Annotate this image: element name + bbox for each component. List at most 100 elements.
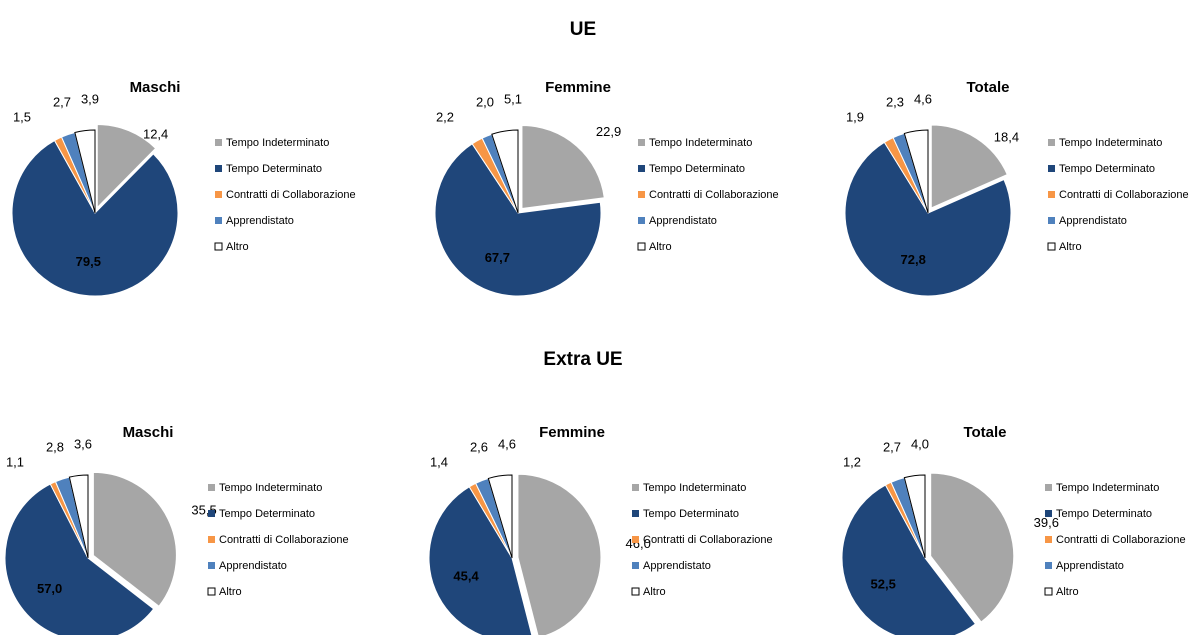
data-label: 72,8 [901,252,926,267]
data-label: 2,8 [46,439,64,454]
legend-label: Apprendistato [219,560,287,572]
legend-swatch [207,587,216,596]
legend-swatch [632,484,639,491]
pie-slice [930,472,1015,623]
legend-swatch [1048,217,1055,224]
data-label: 2,0 [476,94,494,109]
data-label: 2,7 [53,94,71,109]
legend-label: Altro [643,586,666,598]
legend-label: Altro [649,241,672,253]
pie-slice [434,143,602,297]
section-title: UE [570,19,596,40]
legend-label: Contratti di Collaborazione [649,189,779,201]
data-label: 1,4 [430,454,448,469]
legend-label: Apprendistato [643,560,711,572]
data-label: 1,9 [846,109,864,124]
legend-label: Altro [1059,241,1082,253]
data-label: 3,6 [74,436,92,451]
chart-title: Femmine [545,79,611,96]
pie-slice [74,129,96,214]
data-label: 39,6 [1034,515,1059,530]
pie-slice [844,141,1012,297]
data-label: 2,7 [883,439,901,454]
legend-swatch [632,562,639,569]
legend-label: Tempo Determinato [219,508,315,520]
legend-label: Tempo Determinato [226,163,322,175]
chart-title: Totale [966,79,1009,96]
data-label: 2,3 [886,94,904,109]
legend-swatch [632,510,639,517]
data-label: 45,4 [453,569,479,584]
legend-label: Altro [226,241,249,253]
legend-label: Apprendistato [649,215,717,227]
data-label: 1,5 [13,109,31,124]
data-label: 4,6 [914,91,932,106]
data-label: 52,5 [871,577,896,592]
pie-slice [68,474,89,559]
pie-slice [487,474,513,559]
section-title: Extra UE [543,349,622,370]
pie-slice [491,129,519,214]
data-label: 1,2 [843,454,861,469]
legend-swatch [638,217,645,224]
legend-swatch [1044,587,1053,596]
chart-title: Femmine [539,424,605,441]
legend-label: Apprendistato [1059,215,1127,227]
legend-label: Tempo Determinato [643,508,739,520]
legend-label: Tempo Determinato [1059,163,1155,175]
data-label: 57,0 [37,581,62,596]
legend-label: Altro [219,586,242,598]
legend-label: Contratti di Collaborazione [643,534,773,546]
data-label: 3,9 [81,91,99,106]
legend-label: Altro [1056,586,1079,598]
legend-label: Tempo Indeterminato [219,482,322,494]
data-label: 2,6 [470,439,488,454]
legend-swatch [208,536,215,543]
legend-label: Tempo Indeterminato [649,137,752,149]
data-label: 18,4 [994,129,1019,144]
legend-label: Apprendistato [226,215,294,227]
legend-swatch [1045,536,1052,543]
legend-swatch [1045,562,1052,569]
pie-slice [903,474,926,559]
legend-label: Contratti di Collaborazione [1059,189,1189,201]
pie-slice [841,484,977,635]
pie-slice [92,471,177,607]
legend-label: Contratti di Collaborazione [1056,534,1186,546]
legend-swatch [215,139,222,146]
pie-slice [4,483,155,635]
legend-swatch [1048,139,1055,146]
legend-label: Tempo Indeterminato [1056,482,1159,494]
legend-swatch [1048,165,1055,172]
pie-slice [521,124,605,210]
legend-swatch [1048,191,1055,198]
pie-slice [930,124,1008,209]
legend-label: Tempo Indeterminato [643,482,746,494]
chart-title: Maschi [123,424,174,441]
legend-label: Tempo Indeterminato [226,137,329,149]
legend-label: Apprendistato [1056,560,1124,572]
data-label: 2,2 [436,109,454,124]
data-label: 5,1 [504,91,522,106]
pie-slice [517,473,602,635]
legend-label: Tempo Determinato [1056,508,1152,520]
data-label: 4,6 [498,436,516,451]
legend-label: Tempo Determinato [649,163,745,175]
data-label: 1,1 [6,454,24,469]
pie-slice [96,123,157,209]
chart-title: Maschi [130,79,181,96]
legend-swatch [1047,242,1056,251]
pie-slice [11,139,179,297]
legend-swatch [632,536,639,543]
data-label: 12,4 [143,127,168,142]
legend-label: Contratti di Collaborazione [226,189,356,201]
legend-swatch [208,484,215,491]
legend-swatch [215,191,222,198]
legend-swatch [637,242,646,251]
legend-swatch [638,165,645,172]
legend-swatch [208,562,215,569]
legend-swatch [638,191,645,198]
legend-label: Tempo Indeterminato [1059,137,1162,149]
pie-slice [428,486,533,635]
